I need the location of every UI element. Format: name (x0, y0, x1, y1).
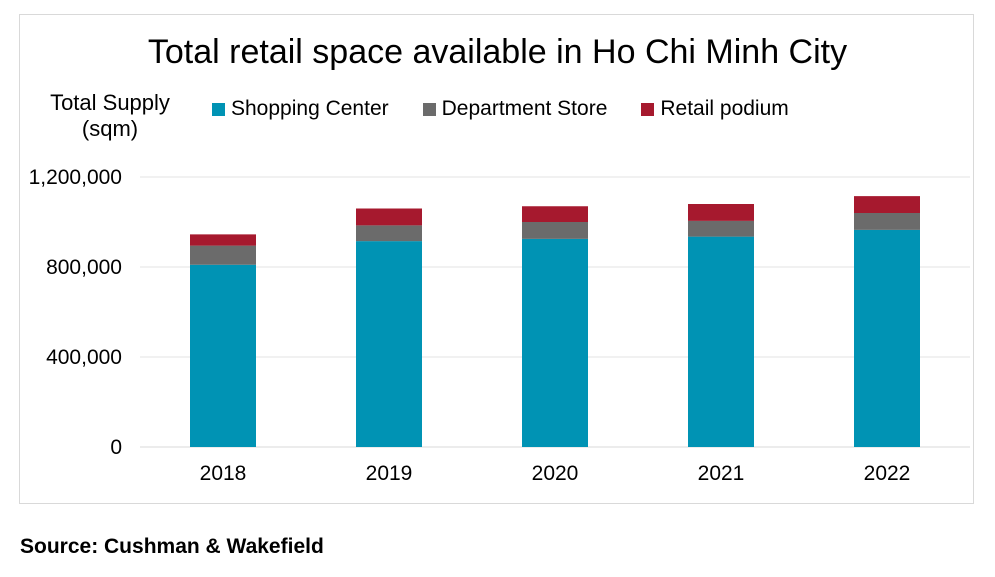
legend-item-shopping-center: Shopping Center (212, 97, 389, 121)
legend-item-department-store: Department Store (422, 97, 608, 121)
y-tick-label: 1,200,000 (29, 166, 122, 189)
y-tick-label: 400,000 (46, 346, 122, 369)
x-tick-label: 2022 (864, 462, 911, 485)
source-note: Source: Cushman & Wakefield (20, 535, 324, 558)
x-tick-label: 2018 (200, 462, 247, 485)
y-tick-label: 800,000 (46, 256, 122, 279)
bar-department-store-2021 (688, 220, 754, 237)
x-tick-label: 2021 (698, 462, 745, 485)
y-axis-label: Total Supply (sqm) (40, 90, 180, 142)
bar-department-store-2022 (854, 213, 920, 230)
legend-item-retail-podium: Retail podium (641, 97, 789, 121)
x-tick-label: 2019 (366, 462, 413, 485)
legend-swatch-shopping-center (212, 102, 225, 116)
chart-title: Total retail space available in Ho Chi M… (147, 33, 848, 71)
bar-department-store-2018 (190, 245, 256, 265)
legend-label-retail-podium: Retail podium (660, 97, 789, 120)
y-axis-label-line-2: (sqm) (81, 116, 139, 141)
bar-department-store-2020 (522, 222, 588, 239)
bar-shopping-center-2018 (190, 264, 256, 447)
bar-shopping-center-2019 (356, 241, 422, 447)
bar-retail-podium-2018 (190, 234, 256, 246)
bar-retail-podium-2019 (356, 208, 422, 226)
bar-shopping-center-2022 (854, 229, 920, 447)
legend-swatch-department-store (422, 102, 436, 116)
bar-shopping-center-2021 (688, 236, 754, 447)
legend-label-shopping-center: Shopping Center (231, 97, 389, 120)
bar-retail-podium-2022 (854, 196, 920, 213)
y-tick-label: 0 (110, 436, 122, 459)
bar-shopping-center-2020 (522, 238, 588, 447)
legend-swatch-retail-podium (641, 102, 655, 116)
y-axis-label-line-1: Total Supply (50, 90, 170, 115)
legend: Shopping Center Department Store Retail … (212, 96, 823, 122)
legend-label-department-store: Department Store (441, 97, 608, 120)
chart-frame (19, 14, 974, 504)
bar-department-store-2019 (356, 225, 422, 242)
bar-retail-podium-2021 (688, 204, 754, 221)
x-tick-label: 2020 (532, 462, 579, 485)
bar-retail-podium-2020 (522, 206, 588, 222)
